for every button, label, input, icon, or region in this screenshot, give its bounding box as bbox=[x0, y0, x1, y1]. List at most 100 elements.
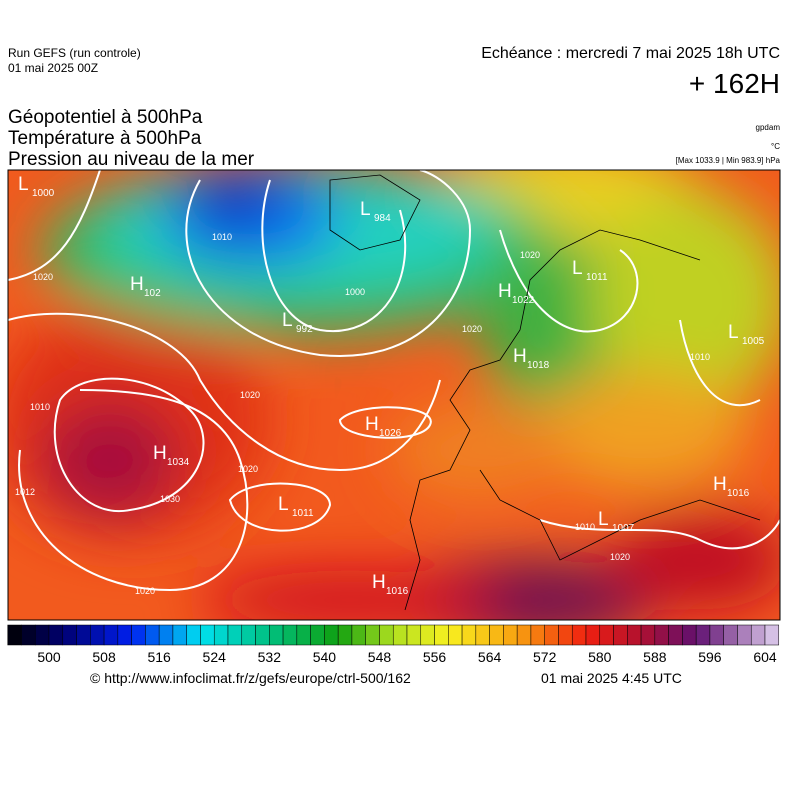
colorbar-swatch bbox=[90, 624, 105, 646]
colorbar-swatch bbox=[544, 624, 559, 646]
coastlines bbox=[329, 174, 761, 611]
contour-label: 1020 bbox=[135, 586, 155, 596]
colorbar-swatch bbox=[255, 624, 270, 646]
colorbar-swatch bbox=[750, 624, 766, 646]
contour-label: 1010 bbox=[690, 352, 710, 362]
colorbar-tick-label: 540 bbox=[313, 649, 337, 665]
contour-label: 1020 bbox=[238, 464, 258, 474]
center-value: 992 bbox=[296, 324, 313, 335]
center-value: 1022 bbox=[512, 295, 535, 306]
contour-label: 1020 bbox=[462, 324, 482, 334]
colorbar-swatch bbox=[558, 624, 573, 646]
contour-label: 1012 bbox=[15, 487, 35, 497]
colorbar-swatch bbox=[489, 624, 504, 646]
colorbar-tick-label: 524 bbox=[203, 649, 227, 665]
colorbar-swatch bbox=[695, 624, 711, 646]
colorbar-swatch bbox=[420, 624, 435, 646]
center-value: 1034 bbox=[167, 457, 190, 468]
colorbar-swatch bbox=[296, 624, 311, 646]
colorbar-swatch bbox=[406, 624, 422, 646]
colorbar-swatch bbox=[34, 624, 50, 646]
colorbar-swatch bbox=[709, 624, 724, 646]
contour-label: 1020 bbox=[520, 250, 540, 260]
center-symbol: L bbox=[278, 494, 289, 515]
echeance: Echéance : mercredi 7 mai 2025 18h UTC bbox=[481, 45, 780, 62]
colorbar-swatch bbox=[379, 624, 394, 646]
colorbar-tick-label: 564 bbox=[478, 649, 502, 665]
colorbar-swatch bbox=[668, 624, 683, 646]
unit-temperature: °C bbox=[771, 142, 780, 151]
field-1: Géopotentiel à 500hPa bbox=[8, 107, 203, 128]
source-url: © http://www.infoclimat.fr/z/gefs/europe… bbox=[90, 670, 411, 686]
contour-label: 1000 bbox=[345, 287, 365, 297]
colorbar-tick-label: 508 bbox=[92, 649, 116, 665]
issue-time: 01 mai 2025 4:45 UTC bbox=[541, 670, 682, 686]
colorbar-swatch bbox=[158, 624, 174, 646]
colorbar-swatch bbox=[599, 624, 614, 646]
colorbar-swatch bbox=[448, 624, 463, 646]
colorbar-swatch bbox=[117, 624, 132, 646]
colorbar-tick-label: 596 bbox=[698, 649, 722, 665]
colorbar-tick-label: 532 bbox=[258, 649, 282, 665]
center-symbol: L bbox=[18, 174, 29, 195]
colorbar-swatch bbox=[227, 624, 243, 646]
center-symbol: H bbox=[130, 274, 144, 295]
colorbar-swatch bbox=[516, 624, 532, 646]
center-value: 1007 bbox=[612, 523, 635, 534]
field-2: Température à 500hPa bbox=[8, 128, 202, 149]
colorbar-swatch bbox=[172, 624, 187, 646]
colorbar-swatch bbox=[737, 624, 752, 646]
colorbar-swatch bbox=[131, 624, 146, 646]
center-value: 102 bbox=[144, 288, 161, 299]
colorbar-swatch bbox=[145, 624, 160, 646]
colorbar-tick-label: 580 bbox=[588, 649, 612, 665]
colorbar-swatch bbox=[213, 624, 229, 646]
isobars bbox=[8, 170, 780, 592]
contour-label: 1010 bbox=[212, 232, 232, 242]
center-value: 1026 bbox=[379, 428, 402, 439]
colorbar-swatch bbox=[337, 624, 353, 646]
map-frame bbox=[7, 169, 781, 621]
contour-label: 1010 bbox=[575, 522, 595, 532]
colorbar-swatch bbox=[654, 624, 669, 646]
colorbar-swatch bbox=[310, 624, 325, 646]
colorbar-swatch bbox=[571, 624, 587, 646]
center-symbol: H bbox=[713, 474, 727, 495]
colorbar-swatch bbox=[475, 624, 490, 646]
colorbar-swatch bbox=[282, 624, 298, 646]
center-symbol: L bbox=[282, 310, 293, 331]
colorbar-swatch bbox=[324, 624, 339, 646]
colorbar-tick-label: 556 bbox=[423, 649, 447, 665]
center-value: 1016 bbox=[386, 586, 409, 597]
colorbar-swatch bbox=[640, 624, 656, 646]
center-value: 984 bbox=[374, 213, 391, 224]
field-3: Pression au niveau de la mer bbox=[8, 149, 255, 170]
colorbar-swatch bbox=[21, 624, 36, 646]
run-label: Run GEFS (run controle) bbox=[8, 46, 141, 60]
center-value: 1005 bbox=[742, 336, 765, 347]
colorbar-swatch bbox=[392, 624, 408, 646]
field-shading bbox=[8, 170, 780, 620]
center-value: 1000 bbox=[32, 188, 55, 199]
colorbar-swatch bbox=[723, 624, 738, 646]
colorbar-swatch bbox=[434, 624, 449, 646]
colorbar-swatch bbox=[627, 624, 642, 646]
colorbar-tick-label: 516 bbox=[147, 649, 171, 665]
colorbar-swatch bbox=[241, 624, 256, 646]
colorbar-tick-label: 548 bbox=[368, 649, 392, 665]
center-symbol: L bbox=[360, 199, 371, 220]
colorbar-swatch bbox=[682, 624, 697, 646]
colorbar-swatch bbox=[269, 624, 284, 646]
run-date: 01 mai 2025 00Z bbox=[8, 61, 99, 75]
colorbar-swatch bbox=[48, 624, 64, 646]
unit-geopotential: gpdam bbox=[755, 123, 780, 132]
contour-label: 1030 bbox=[160, 494, 180, 504]
colorbar-tick-label: 604 bbox=[753, 649, 777, 665]
colorbar-swatch bbox=[7, 624, 22, 646]
center-symbol: H bbox=[372, 572, 386, 593]
colorbar-swatch bbox=[186, 624, 201, 646]
colorbar-swatch bbox=[613, 624, 628, 646]
colorbar-tick-label: 572 bbox=[533, 649, 557, 665]
